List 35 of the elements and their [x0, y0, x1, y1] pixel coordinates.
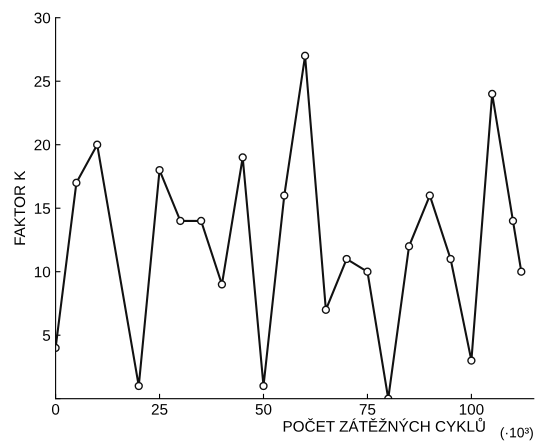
x-tick-label: 0: [52, 404, 60, 415]
point: [72, 178, 81, 187]
y-tick-label: 25: [34, 76, 50, 87]
point: [196, 216, 206, 226]
point: [517, 268, 526, 276]
x-axis-title: POČET ZÁTĚŽNÝCH CYKLŮ: [284, 418, 485, 432]
y-tick-label: 20: [34, 140, 50, 150]
y-tick-label: 5: [42, 330, 50, 341]
x-tick-label: 75: [360, 404, 376, 415]
x-tick-label: 25: [152, 404, 168, 415]
point: [238, 153, 247, 162]
y-tick-label: 15: [34, 203, 50, 214]
point: [508, 216, 518, 226]
y-tick-label: 30: [34, 12, 50, 24]
point: [322, 306, 330, 314]
point: [446, 254, 455, 264]
point: [467, 356, 476, 365]
point: [259, 382, 268, 390]
point: [176, 216, 185, 226]
point: [93, 140, 102, 149]
point: [155, 166, 164, 174]
x-tick-label: 100: [460, 404, 484, 415]
point: [218, 280, 226, 289]
point: [342, 254, 351, 264]
y-axis-title: FAKTOR K: [14, 170, 26, 245]
point: [280, 191, 288, 200]
x-tick-label: 50: [256, 404, 272, 415]
text: (·10³): [500, 427, 533, 440]
point: [488, 90, 496, 98]
point: [404, 242, 414, 250]
point: [134, 382, 143, 390]
point: [363, 268, 372, 276]
y-tick-label: 10: [34, 266, 50, 278]
point: [300, 52, 310, 60]
point: [426, 191, 434, 200]
